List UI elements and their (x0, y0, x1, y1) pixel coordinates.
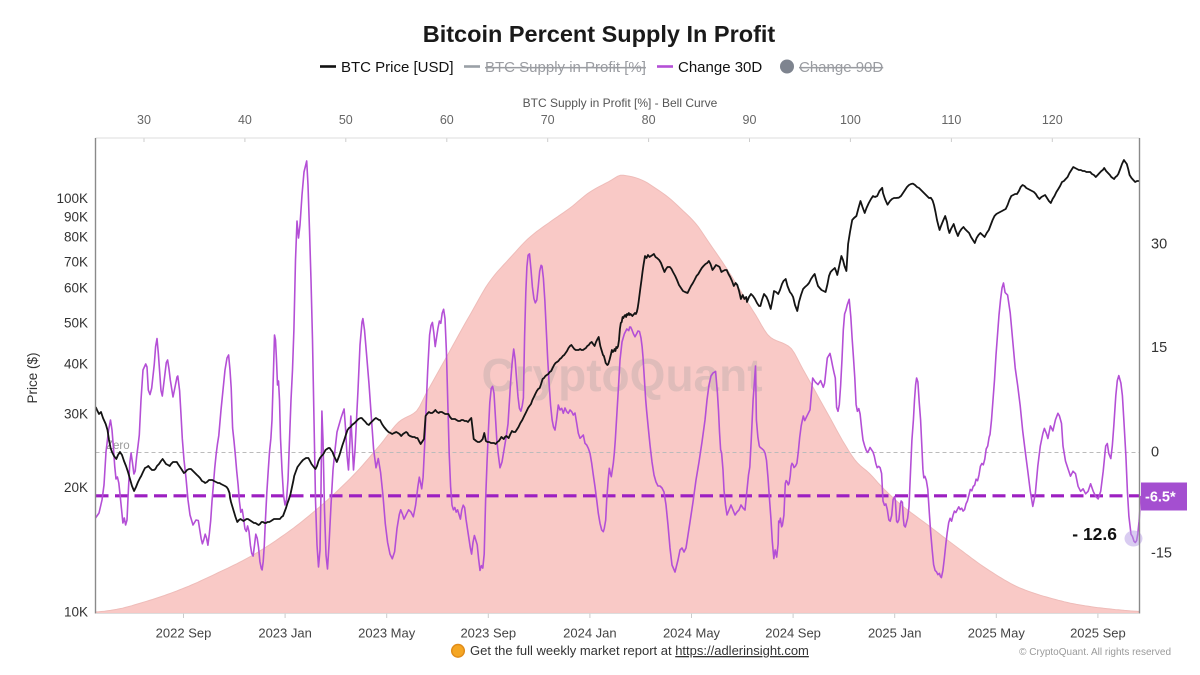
svg-text:2024 May: 2024 May (663, 626, 721, 641)
svg-text:80: 80 (642, 113, 656, 127)
svg-text:40: 40 (238, 113, 252, 127)
svg-text:-15: -15 (1151, 546, 1172, 562)
svg-text:2025 Jan: 2025 Jan (868, 626, 922, 641)
svg-text:50: 50 (339, 113, 353, 127)
svg-text:BTC Supply in Profit [%]: BTC Supply in Profit [%] (485, 59, 646, 76)
svg-text:30K: 30K (64, 407, 88, 422)
svg-text:100: 100 (840, 113, 861, 127)
svg-text:60: 60 (440, 113, 454, 127)
svg-text:Bitcoin Percent Supply In Prof: Bitcoin Percent Supply In Profit (423, 21, 776, 47)
svg-text:50K: 50K (64, 316, 88, 331)
svg-text:90K: 90K (64, 210, 88, 225)
svg-text:Get the full weekly market rep: Get the full weekly market report at htt… (470, 643, 809, 658)
svg-text:Zero: Zero (106, 440, 130, 452)
svg-text:110: 110 (941, 113, 961, 127)
svg-text:-6.5*: -6.5* (1145, 490, 1176, 506)
svg-text:30: 30 (1151, 237, 1167, 253)
svg-text:90: 90 (743, 113, 757, 127)
svg-text:2023 May: 2023 May (358, 626, 416, 641)
svg-text:2023 Sep: 2023 Sep (460, 626, 516, 641)
svg-text:2022 Sep: 2022 Sep (156, 626, 212, 641)
svg-text:70K: 70K (64, 255, 88, 270)
svg-text:2024 Jan: 2024 Jan (563, 626, 617, 641)
svg-text:Change 30D: Change 30D (678, 59, 762, 76)
svg-text:Change 90D: Change 90D (799, 59, 883, 76)
svg-text:Price ($): Price ($) (25, 352, 40, 403)
svg-text:80K: 80K (64, 230, 88, 245)
svg-text:20K: 20K (64, 480, 88, 495)
svg-text:BTC Price [USD]: BTC Price [USD] (341, 59, 454, 76)
svg-text:- 12.6: - 12.6 (1072, 524, 1117, 544)
svg-text:40K: 40K (64, 357, 88, 372)
svg-text:2024 Sep: 2024 Sep (765, 626, 821, 641)
svg-text:2025 Sep: 2025 Sep (1070, 626, 1126, 641)
svg-text:70: 70 (541, 113, 555, 127)
svg-text:© CryptoQuant. All rights rese: © CryptoQuant. All rights reserved (1019, 647, 1171, 658)
svg-text:BTC Supply in Profit [%] - Bel: BTC Supply in Profit [%] - Bell Curve (523, 96, 718, 110)
svg-text:120: 120 (1042, 113, 1063, 127)
svg-text:2023 Jan: 2023 Jan (258, 626, 312, 641)
svg-text:2025 May: 2025 May (968, 626, 1026, 641)
svg-text:15: 15 (1151, 340, 1167, 356)
svg-text:100K: 100K (56, 191, 88, 206)
svg-text:60K: 60K (64, 281, 88, 296)
svg-text:0: 0 (1151, 445, 1159, 461)
svg-text:10K: 10K (64, 605, 88, 620)
svg-text:30: 30 (137, 113, 151, 127)
